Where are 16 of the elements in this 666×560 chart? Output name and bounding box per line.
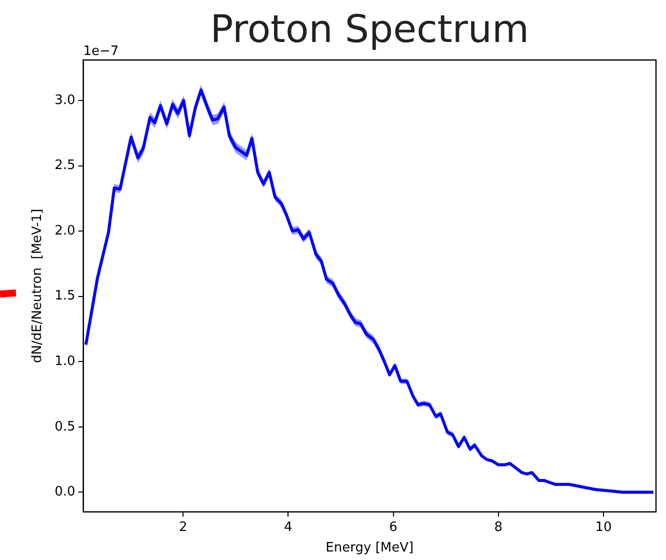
x-axis-title: Energy [MeV] [326,540,414,556]
x-tick-label: 6 [389,520,398,535]
y-tick-label: 1.5 [54,288,76,304]
x-tick-label: 2 [178,520,188,535]
y-tick-label: 2.0 [54,223,76,238]
chart-title: Proton Spectrum [210,7,530,51]
y-tick-label: 0.5 [54,419,76,434]
x-tick-label: 4 [284,520,292,535]
y-axis-title: dN/dE/Neutron [MeV-1] [30,208,46,364]
y-tick-label: 3.0 [54,92,76,108]
y-tick-label: 1.0 [54,354,76,370]
y-tick-label: 2.5 [54,158,76,174]
x-tick-label: 8 [494,520,503,535]
y-tick-label: 0.0 [54,484,76,500]
text: 1e−7 [83,44,119,59]
x-tick-label: 10 [595,520,612,535]
